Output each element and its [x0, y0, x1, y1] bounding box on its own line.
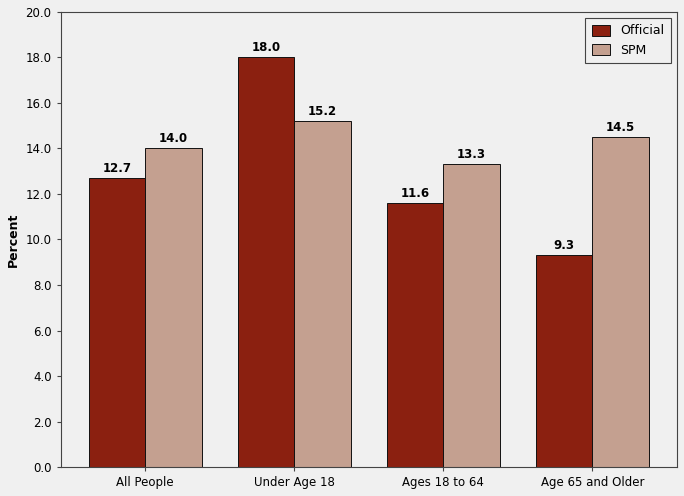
- Legend: Official, SPM: Official, SPM: [586, 18, 671, 63]
- Bar: [443, 164, 500, 467]
- Y-axis label: Percent: Percent: [7, 212, 20, 267]
- Text: 12.7: 12.7: [103, 162, 131, 175]
- Bar: [145, 148, 202, 467]
- Bar: [592, 137, 649, 467]
- Bar: [294, 121, 351, 467]
- Text: 15.2: 15.2: [308, 105, 337, 118]
- Bar: [238, 58, 294, 467]
- Bar: [386, 203, 443, 467]
- Text: 14.5: 14.5: [606, 121, 635, 134]
- Text: 18.0: 18.0: [252, 41, 280, 54]
- Bar: [89, 178, 145, 467]
- Text: 13.3: 13.3: [457, 148, 486, 161]
- Text: 9.3: 9.3: [553, 239, 575, 252]
- Bar: [536, 255, 592, 467]
- Text: 14.0: 14.0: [159, 132, 188, 145]
- Text: 11.6: 11.6: [401, 186, 430, 200]
